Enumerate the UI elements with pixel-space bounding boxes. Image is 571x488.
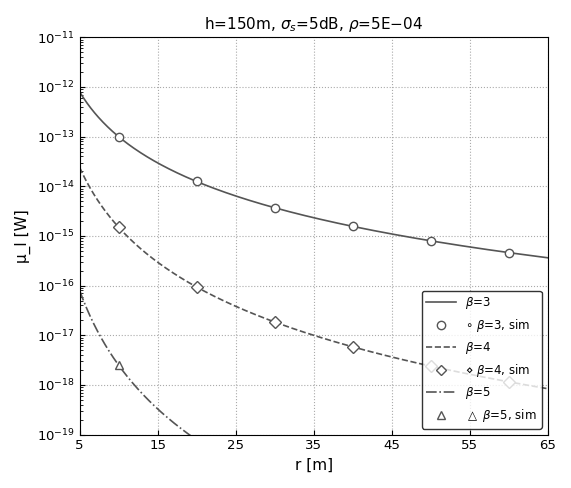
β=5, sim <box>193 437 200 443</box>
Legend: $\beta$=3, $\circ$ $\beta$=3, sim, $\beta$=4, $\diamond$ $\beta$=4, sim, $\beta$: $\beta$=3, $\circ$ $\beta$=3, sim, $\bet… <box>422 291 542 428</box>
Title: h=150m, $\sigma_s$=5dB, $\rho$=5E$-$04: h=150m, $\sigma_s$=5dB, $\rho$=5E$-$04 <box>204 15 423 34</box>
β=3, sim <box>505 250 512 256</box>
β=4, sim <box>505 379 512 385</box>
β=4 <box>460 370 467 376</box>
β=4, sim <box>427 363 434 369</box>
β=4 <box>544 386 551 391</box>
Line: β=3: β=3 <box>79 92 548 258</box>
Line: β=5, sim: β=5, sim <box>114 361 513 488</box>
β=3 <box>299 212 305 218</box>
β=3, sim <box>115 134 122 140</box>
β=4, sim <box>115 224 122 230</box>
β=4, sim <box>193 284 200 290</box>
β=3 <box>460 243 467 249</box>
β=5, sim <box>115 362 122 368</box>
β=3 <box>544 255 551 261</box>
β=4 <box>329 338 336 344</box>
β=3 <box>301 213 308 219</box>
Line: β=3, sim: β=3, sim <box>114 132 513 257</box>
β=5 <box>76 287 83 293</box>
β=3, sim <box>427 238 434 244</box>
β=3 <box>355 224 361 230</box>
Line: β=4: β=4 <box>79 167 548 388</box>
β=3 <box>76 89 83 95</box>
β=3, sim <box>193 179 200 184</box>
β=4 <box>355 346 361 351</box>
Line: β=5: β=5 <box>79 290 548 488</box>
β=4 <box>76 164 83 170</box>
β=4, sim <box>349 344 356 350</box>
β=3, sim <box>271 205 278 211</box>
β=3, sim <box>349 224 356 229</box>
β=4 <box>533 384 540 390</box>
Line: β=4, sim: β=4, sim <box>114 223 513 386</box>
β=3 <box>329 219 336 225</box>
β=4 <box>299 328 305 334</box>
β=4, sim <box>271 319 278 325</box>
X-axis label: r [m]: r [m] <box>295 458 333 473</box>
β=4 <box>301 329 308 335</box>
Y-axis label: μ_I [W]: μ_I [W] <box>15 209 31 263</box>
β=3 <box>533 253 540 259</box>
β=5, sim <box>271 481 278 487</box>
